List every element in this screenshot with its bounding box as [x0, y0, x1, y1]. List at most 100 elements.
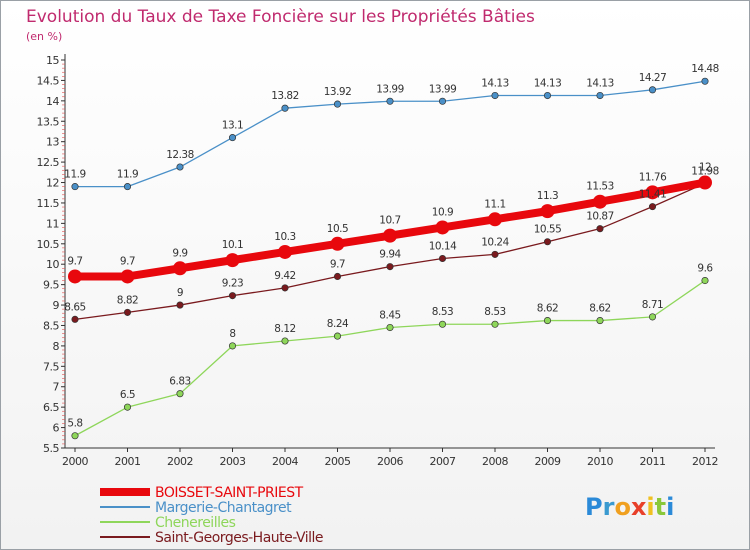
data-label-margerie-chantagret: 14.13 [586, 78, 614, 90]
data-label-saint-georges-haute-ville: 8.65 [64, 301, 85, 313]
data-label-chenereilles: 8 [229, 328, 235, 340]
y-tick-label: 6.5 [43, 401, 59, 414]
logo-letter: x [631, 493, 647, 521]
data-point-chenereilles [438, 320, 447, 328]
data-point-margerie-chantagret [701, 77, 709, 85]
logo-letter: P [585, 493, 603, 521]
x-tick-label: 2004 [272, 455, 298, 468]
data-point-chenereilles [333, 332, 342, 340]
y-tick-label: 14.5 [37, 74, 60, 87]
data-point-boisset-saint-priest [488, 212, 502, 227]
data-point-saint-georges-haute-ville [543, 238, 552, 246]
data-point-saint-georges-haute-ville [123, 308, 132, 316]
y-tick-label: 8 [53, 340, 60, 353]
data-label-boisset-saint-priest: 9.7 [67, 255, 82, 267]
y-tick-label: 9.5 [43, 279, 59, 292]
x-tick-label: 2006 [377, 455, 403, 468]
data-point-margerie-chantagret [438, 97, 447, 105]
data-label-boisset-saint-priest: 10.3 [274, 231, 295, 243]
logo-letter: i [646, 493, 654, 521]
logo-letter: o [614, 493, 631, 521]
data-point-chenereilles [543, 317, 552, 325]
data-point-chenereilles [701, 276, 709, 285]
chart-title: Evolution du Taux de Taxe Foncière sur l… [26, 7, 535, 27]
data-label-chenereilles: 8.53 [484, 306, 505, 318]
data-label-saint-georges-haute-ville: 9.94 [379, 249, 401, 261]
y-tick-label: 6 [53, 422, 60, 435]
y-tick-label: 13.5 [37, 115, 60, 128]
data-point-chenereilles [123, 403, 132, 411]
data-label-boisset-saint-priest: 10.9 [432, 206, 453, 218]
data-label-chenereilles: 6.83 [169, 376, 190, 388]
data-label-saint-georges-haute-ville: 11.98 [691, 165, 719, 177]
series-line-margerie-chantagret [75, 80, 706, 188]
legend-label: Saint-Georges-Haute-Ville [155, 530, 323, 546]
y-tick-label: 11 [46, 217, 59, 230]
data-label-chenereilles: 8.45 [379, 310, 400, 322]
data-label-saint-georges-haute-ville: 9.23 [222, 278, 243, 290]
data-point-boisset-saint-priest [645, 185, 660, 200]
data-label-margerie-chantagret: 13.99 [429, 83, 457, 95]
data-point-chenereilles [71, 432, 79, 440]
data-point-saint-georges-haute-ville [596, 225, 604, 233]
logo-letter: i [666, 493, 674, 521]
data-label-margerie-chantagret: 13.82 [271, 90, 299, 102]
data-point-boisset-saint-priest [225, 253, 240, 268]
data-point-saint-georges-haute-ville [176, 301, 184, 309]
data-label-margerie-chantagret: 13.99 [376, 83, 404, 95]
y-tick-label: 5.5 [43, 442, 59, 455]
data-point-saint-georges-haute-ville [648, 203, 657, 211]
data-point-margerie-chantagret [71, 183, 79, 191]
data-point-chenereilles [596, 317, 604, 325]
data-label-chenereilles: 8.53 [432, 306, 453, 318]
data-label-margerie-chantagret: 11.9 [64, 169, 85, 181]
data-label-margerie-chantagret: 14.13 [481, 78, 509, 90]
data-point-boisset-saint-priest [68, 269, 82, 284]
x-tick-label: 2001 [115, 455, 141, 468]
x-tick-label: 2002 [167, 455, 193, 468]
data-label-boisset-saint-priest: 11.3 [537, 190, 558, 202]
data-label-saint-georges-haute-ville: 11.41 [639, 189, 667, 201]
legend-label: Margerie-Chantagret [155, 500, 292, 516]
data-label-boisset-saint-priest: 11.53 [586, 181, 614, 193]
logo-letter: r [603, 493, 615, 521]
axes: 5.5 6 6.5 7 7.5 8 8.5 9 9.5 10 10.5 11 11.5 12 12.5 13 1… [37, 54, 719, 468]
data-point-boisset-saint-priest [698, 175, 712, 190]
data-label-saint-georges-haute-ville: 10.87 [586, 211, 614, 223]
data-point-margerie-chantagret [228, 134, 237, 142]
x-tick-label: 2008 [482, 455, 508, 468]
data-label-boisset-saint-priest: 10.1 [222, 239, 243, 251]
data-label-margerie-chantagret: 13.92 [324, 86, 352, 98]
legend-label: Chenereilles [155, 515, 236, 531]
y-tick-label: 9 [53, 299, 60, 312]
data-point-margerie-chantagret [491, 91, 499, 100]
data-label-saint-georges-haute-ville: 10.14 [429, 240, 457, 252]
data-point-saint-georges-haute-ville [281, 284, 289, 292]
y-tick-label: 15 [46, 54, 59, 67]
data-label-boisset-saint-priest: 9.7 [120, 255, 135, 267]
data-point-chenereilles [491, 320, 499, 328]
data-label-boisset-saint-priest: 11.76 [639, 171, 667, 183]
data-label-saint-georges-haute-ville: 9 [177, 287, 183, 299]
data-point-saint-georges-haute-ville [333, 272, 342, 281]
x-tick-label: 2012 [692, 455, 718, 468]
data-label-margerie-chantagret: 12.38 [166, 149, 194, 161]
data-label-chenereilles: 8.71 [642, 299, 663, 311]
data-point-chenereilles [281, 337, 289, 345]
y-tick-label: 10.5 [37, 238, 60, 251]
data-point-boisset-saint-priest [120, 269, 135, 284]
data-point-margerie-chantagret [596, 91, 604, 100]
data-point-chenereilles [648, 313, 657, 321]
data-label-chenereilles: 8.12 [274, 323, 295, 335]
data-label-margerie-chantagret: 11.9 [117, 169, 138, 181]
data-point-margerie-chantagret [648, 86, 657, 94]
data-point-boisset-saint-priest [435, 220, 450, 235]
data-label-saint-georges-haute-ville: 10.24 [481, 236, 509, 248]
y-tick-label: 7.5 [43, 360, 59, 373]
data-label-chenereilles: 9.6 [697, 263, 713, 275]
data-point-saint-georges-haute-ville [438, 254, 447, 263]
logo-letter: t [655, 493, 666, 521]
data-point-saint-georges-haute-ville [228, 292, 237, 300]
y-tick-label: 13 [46, 136, 59, 149]
data-label-chenereilles: 8.62 [589, 303, 610, 315]
